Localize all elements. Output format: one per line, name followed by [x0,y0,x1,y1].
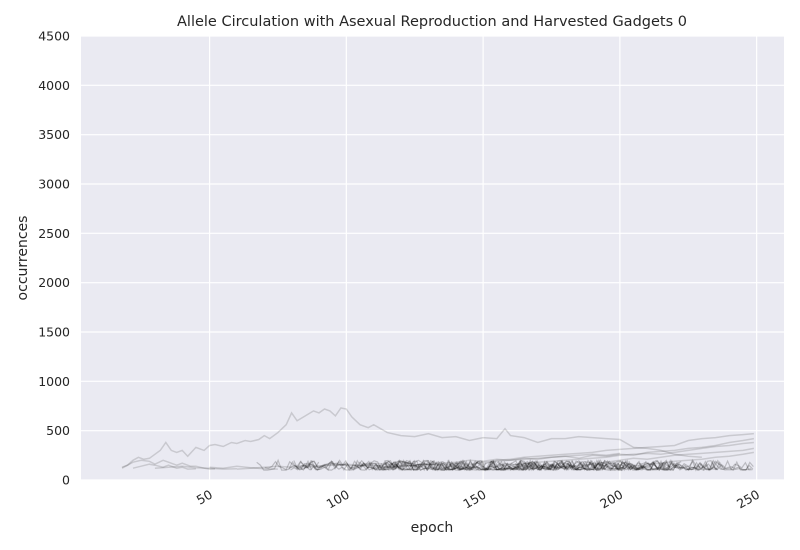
bulk-trajectory-line [513,459,724,472]
y-tick-label: 1500 [38,325,70,340]
bulk-trajectory-line [489,459,622,471]
bulk-trajectory-line [392,459,454,472]
x-tick-label: 200 [597,487,625,512]
x-tick-label: 250 [734,487,762,512]
bulk-trajectory-line [452,458,668,471]
allele-line [121,407,702,469]
bulk-trajectory-line [531,459,576,471]
bulk-trajectory-line [300,461,320,470]
allele-line [132,463,196,470]
bulk-trajectory-line [496,460,569,472]
y-axis-label: occurrences [15,216,31,301]
bulk-trajectory-line [448,461,479,471]
allele-line [510,441,754,466]
y-tick-label: 4500 [38,29,70,44]
y-tick-label: 2000 [38,275,70,290]
allele-line [619,451,755,469]
y-tick-label: 0 [62,473,70,488]
allele-line [121,459,216,470]
bulk-trajectory-line [432,463,479,471]
bulk-trajectory-line [384,459,546,471]
bulk-trajectory-line [635,459,753,471]
x-axis-label: epoch [411,520,454,536]
bulk-trajectory-line [437,459,456,471]
bulk-trajectory-line [544,459,644,471]
bulk-trajectory-line [358,459,467,472]
y-tick-label: 4000 [38,78,70,93]
bulk-trajectory-line [497,459,556,471]
bulk-trajectory-line [592,458,754,472]
bulk-trajectory-line [479,459,608,472]
bulk-trajectory-line [293,459,313,471]
y-tick-label: 3000 [38,177,70,192]
allele-line [209,465,278,470]
bulk-trajectory-line [571,459,633,471]
bulk-trajectory-line [453,459,604,472]
allele-line [305,462,456,470]
allele-line [236,437,755,470]
y-tick-label: 1000 [38,374,70,389]
x-tick-labels: 50 100 150 200 250 [194,487,762,512]
chart-title: Allele Circulation with Asexual Reproduc… [177,14,687,30]
bulk-trajectory-line [546,462,579,471]
bulk-trajectory-line [635,459,666,471]
bulk-trajectory-line [288,458,506,471]
bulk-trajectory-line [687,460,717,472]
bulk-trajectory-line [649,459,754,471]
bulk-trajectory-line [628,459,719,472]
bulk-trajectory-line [384,459,606,472]
bulk-trajectory-line [638,459,682,471]
y-tick-label: 3500 [38,127,70,142]
bulk-trajectory-line [295,459,440,471]
bulk-trajectory-line [576,459,627,471]
bulk-trajectory-line [486,459,626,471]
allele-line [565,447,755,468]
bulk-trajectory-line [264,459,412,471]
bulk-trajectory-line [381,458,606,472]
series-lines [121,407,755,470]
y-tick-label: 2500 [38,226,70,241]
bulk-trajectories [256,458,754,472]
bulk-trajectory-line [514,460,534,472]
allele-line [154,465,237,470]
bulk-trajectory-line [290,459,487,472]
bulk-trajectory-line [351,460,420,471]
y-tick-labels: 0 500 1000 1500 2000 2500 3000 3500 4000 4500 [38,29,70,488]
bulk-trajectory-line [256,458,435,471]
grid-lines [81,35,784,481]
x-tick-label: 50 [194,487,215,508]
bulk-trajectory-line [452,460,535,471]
plot-background [81,36,784,480]
bulk-trajectory-line [614,463,644,471]
y-tick-label: 500 [46,423,70,438]
allele-line [373,452,621,469]
x-tick-label: 150 [460,487,488,512]
bulk-trajectory-line [354,459,497,471]
bulk-trajectory-line [609,460,682,472]
allele-line [482,432,754,465]
bulk-trajectory-line [590,460,752,471]
x-tick-label: 100 [324,487,352,512]
bulk-trajectory-line [440,459,637,472]
bulk-trajectory-line [616,459,678,472]
